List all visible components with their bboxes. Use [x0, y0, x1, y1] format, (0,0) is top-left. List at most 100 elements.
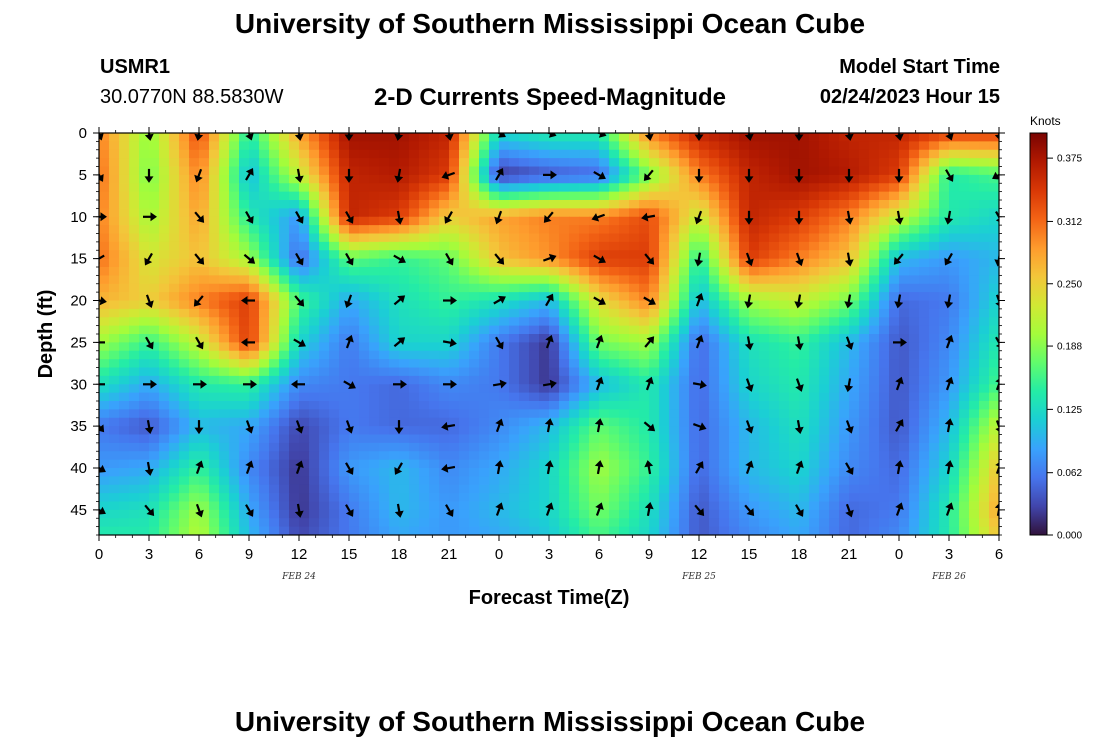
heatmap-cell: [229, 225, 240, 235]
heatmap-cell: [509, 325, 520, 335]
heatmap-cell: [879, 518, 890, 528]
current-arrow: [844, 378, 854, 393]
heatmap-cell: [389, 267, 400, 276]
heatmap-cell: [829, 141, 840, 151]
heatmap-cell: [979, 317, 990, 327]
heatmap-cell: [649, 225, 660, 235]
heatmap-cell: [339, 191, 350, 201]
heatmap-cell: [899, 392, 910, 402]
heatmap-cell: [449, 367, 460, 377]
heatmap-cell: [299, 200, 310, 209]
heatmap-cell: [809, 241, 820, 251]
heatmap-cell: [879, 401, 890, 410]
heatmap-cell: [939, 241, 950, 251]
heatmap-cell: [609, 468, 620, 477]
heatmap-cell: [889, 283, 900, 293]
heatmap-cell: [619, 141, 630, 151]
heatmap-cell: [649, 191, 660, 201]
heatmap-cell: [209, 451, 220, 461]
heatmap-cell: [759, 208, 770, 218]
heatmap-cell: [709, 166, 720, 176]
heatmap-cell: [239, 509, 250, 519]
heatmap-cell: [719, 149, 730, 159]
heatmap-cell: [479, 334, 490, 343]
heatmap-cell: [719, 434, 730, 444]
heatmap-cell: [249, 158, 260, 168]
heatmap-cell: [629, 191, 640, 201]
heatmap-cell: [789, 258, 800, 268]
heatmap-cell: [319, 241, 330, 251]
current-arrow: [694, 504, 705, 517]
heatmap-cell: [429, 158, 440, 168]
heatmap-cell: [799, 384, 810, 394]
heatmap-cell: [409, 334, 420, 343]
heatmap-cell: [709, 325, 720, 335]
heatmap-cell: [849, 133, 860, 142]
heatmap-cell: [179, 250, 190, 260]
heatmap-cell: [869, 283, 880, 293]
heatmap-cell: [269, 384, 280, 394]
heatmap-cell: [479, 275, 490, 285]
heatmap-cell: [339, 484, 350, 494]
heatmap-cell: [509, 459, 520, 469]
heatmap-cell: [859, 292, 870, 302]
heatmap-cell: [969, 359, 980, 369]
heatmap-cell: [209, 350, 220, 360]
heatmap-cell: [339, 208, 350, 218]
heatmap-cell: [429, 342, 440, 352]
heatmap-cell: [269, 141, 280, 151]
heatmap-cell: [979, 308, 990, 318]
heatmap-cell: [989, 401, 999, 410]
heatmap-cell: [389, 208, 400, 218]
heatmap-cell: [839, 342, 850, 352]
heatmap-cell: [469, 501, 480, 511]
heatmap-cell: [339, 350, 350, 360]
heatmap-cell: [289, 459, 300, 469]
heatmap-cell: [509, 241, 520, 251]
heatmap-cell: [479, 392, 490, 402]
heatmap-cell: [189, 459, 200, 469]
heatmap-cell: [739, 401, 750, 410]
heatmap-cell: [899, 208, 910, 218]
heatmap-cell: [869, 250, 880, 260]
heatmap-cell: [939, 509, 950, 519]
heatmap-cell: [929, 501, 940, 511]
heatmap-cell: [929, 200, 940, 209]
heatmap-cell: [469, 350, 480, 360]
heatmap-cell: [109, 476, 120, 486]
heatmap-cell: [299, 166, 310, 176]
heatmap-cell: [799, 216, 810, 226]
heatmap-cell: [969, 292, 980, 302]
x-tick-label: 0: [495, 546, 503, 563]
heatmap-cell: [129, 518, 140, 528]
heatmap-cell: [699, 375, 710, 385]
heatmap-cell: [769, 359, 780, 369]
heatmap-cell: [249, 149, 260, 159]
heatmap-cell: [569, 300, 580, 310]
heatmap-cell: [619, 451, 630, 461]
heatmap-cell: [229, 183, 240, 193]
heatmap-cell: [179, 484, 190, 494]
heatmap-cell: [189, 250, 200, 260]
heatmap-cell: [419, 208, 430, 218]
heatmap-cell: [189, 417, 200, 427]
heatmap-cell: [269, 300, 280, 310]
heatmap-cell: [349, 501, 360, 511]
heatmap-cell: [729, 250, 740, 260]
heatmap-cell: [199, 241, 210, 251]
heatmap-cell: [129, 468, 140, 477]
heatmap-cell: [909, 468, 920, 477]
heatmap-cell: [829, 216, 840, 226]
heatmap-cell: [349, 208, 360, 218]
heatmap-cell: [109, 468, 120, 477]
current-arrow: [243, 253, 256, 264]
current-arrow: [394, 168, 404, 183]
heatmap-cell: [769, 434, 780, 444]
heatmap-cell: [659, 183, 670, 193]
heatmap-cell: [849, 141, 860, 151]
heatmap-cell: [249, 417, 260, 427]
heatmap-cell: [319, 350, 330, 360]
heatmap-cell: [749, 133, 760, 142]
heatmap-cell: [439, 275, 450, 285]
current-arrow: [394, 420, 404, 435]
